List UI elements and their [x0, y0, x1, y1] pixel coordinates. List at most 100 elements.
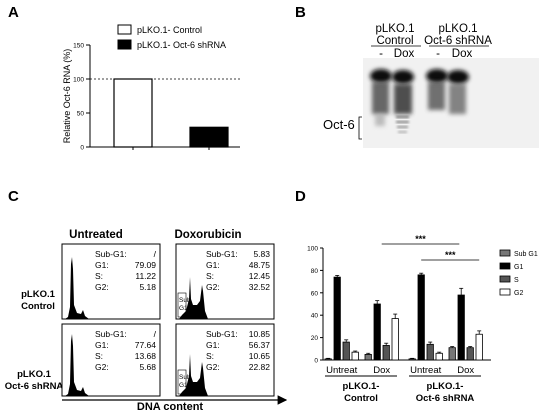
flow-row2-line2: Oct-6 shRNA — [5, 381, 64, 392]
panel-letter-c: C — [8, 188, 19, 205]
flow-cytometry: Untreated Doxorubicin pLKO.1 Control pLK… — [5, 229, 288, 405]
chart-d-legend-label-3: S — [514, 277, 519, 284]
flow-histogram-2 — [179, 277, 208, 319]
flow-stat-label: G1: — [95, 260, 109, 270]
blot-lane1-label: - — [379, 48, 383, 60]
flow-subg1-gate-label-4: G1 — [179, 382, 188, 389]
chart-d-legend-swatch-1 — [499, 249, 511, 257]
chart-d-category-label: Dox — [457, 365, 474, 376]
blot-lane4-label: Dox — [452, 48, 473, 60]
flow-stat-value: 10.85 — [249, 329, 271, 339]
chart-a-bar-2 — [189, 126, 229, 148]
blot-lane2-label: Dox — [394, 48, 415, 60]
flow-stat-label: S: — [95, 351, 103, 361]
chart-a-legend-label-1: pLKO.1- Control — [137, 25, 202, 35]
chart-d-legend-swatch-4 — [499, 288, 511, 296]
western-blot: pLKO.1 Control pLKO.1 Oct-6 shRNA - Dox … — [323, 23, 539, 148]
flow-stat-value: 48.75 — [249, 260, 271, 270]
flow-stat-value: / — [154, 249, 157, 259]
flow-stat-label: Sub-G1: — [95, 249, 127, 259]
blot-col2-line2: Oct-6 shRNA — [424, 35, 492, 47]
flow-row2-line1: pLKO.1 — [17, 369, 51, 380]
chart-d-bar — [417, 274, 425, 361]
chart-d-bar — [373, 303, 381, 361]
chart-d-bar — [435, 352, 443, 361]
flow-xaxis-label: DNA content — [136, 401, 204, 413]
chart-d-bar — [342, 341, 350, 361]
flow-stat-label: Sub-G1: — [206, 329, 238, 339]
flow-col-untreated: Untreated — [69, 229, 123, 241]
flow-stat-label: G1: — [206, 260, 220, 270]
blot-col2-line1: pLKO.1 — [439, 23, 478, 35]
flow-histogram-box-1 — [61, 243, 161, 320]
flow-histogram-box-3 — [61, 323, 161, 397]
flow-stat-value: 12.45 — [249, 271, 271, 281]
chart-d-bar — [466, 347, 474, 361]
chart-a: 0 50 100 150 pLKO.1- Control pLKO.1- Oct-6 sh… — [62, 24, 240, 152]
flow-histogram-4 — [179, 354, 208, 396]
chart-d-bar — [333, 276, 341, 361]
chart-d-ytick-label: 40 — [311, 313, 319, 320]
flow-stat-value: 77.64 — [135, 340, 157, 350]
chart-d-category-label: Untreat — [410, 365, 442, 376]
flow-row1-line2: Control — [21, 301, 55, 312]
chart-d-bar — [475, 333, 483, 361]
flow-stat-value: 13.68 — [135, 351, 157, 361]
chart-d-bar — [448, 347, 456, 361]
chart-d-ytick-label: 80 — [311, 268, 319, 275]
panel-letter-d: D — [295, 188, 306, 205]
panel-letter-a: A — [8, 4, 19, 21]
flow-stat-value: 5.83 — [253, 249, 270, 259]
chart-d-bar — [351, 351, 359, 361]
flow-stat-value: 5.18 — [139, 282, 156, 292]
chart-d-legend-label-4: G2 — [514, 290, 523, 297]
chart-d-legend-label-1: Sub G1 — [514, 251, 538, 258]
flow-subg1-gate-label-2: G1 — [179, 305, 188, 312]
chart-d-sig-label-2: *** — [445, 250, 456, 260]
chart-d-legend-label-2: G1 — [514, 264, 523, 271]
panel-letter-b: B — [295, 4, 306, 21]
chart-d-ytick-label: 20 — [311, 335, 319, 342]
flow-stat-value: 11.22 — [135, 271, 156, 281]
flow-stat-label: Sub-G1: — [95, 329, 127, 339]
chart-a-legend-label-2: pLKO.1- Oct-6 shRNA — [137, 40, 226, 50]
flow-stat-value: 5.68 — [139, 362, 156, 372]
flow-subg1-gate-label-2: Sub — [179, 297, 191, 304]
flow-stat-value: 10.65 — [249, 351, 271, 361]
chart-d-legend-swatch-3 — [499, 275, 511, 283]
flow-row1-line1: pLKO.1 — [21, 289, 55, 300]
chart-a-legend-swatch-2 — [117, 39, 132, 50]
chart-d-bar — [382, 345, 390, 361]
chart-d-category-label: Untreat — [326, 365, 358, 376]
chart-a-ytick-label: 50 — [77, 111, 85, 118]
chart-d-group-label-2-line2: Oct-6 shRNA — [416, 393, 475, 404]
flow-stat-label: S: — [206, 271, 214, 281]
chart-d-bar — [324, 358, 332, 361]
chart-d-ytick-label: 0 — [314, 358, 318, 365]
flow-stat-label: G2: — [206, 282, 220, 292]
flow-stat-label: S: — [206, 351, 214, 361]
flow-subg1-gate-label-4: Sub — [179, 374, 191, 381]
flow-histogram-3 — [65, 334, 89, 396]
flow-stat-label: G2: — [206, 362, 220, 372]
flow-stat-value: 32.52 — [249, 282, 271, 292]
flow-stat-label: G2: — [95, 362, 109, 372]
flow-stat-value: 79.09 — [135, 260, 157, 270]
chart-a-ytick-label: 0 — [80, 145, 84, 152]
flow-stat-label: Sub-G1: — [206, 249, 238, 259]
blot-band-bracket — [358, 116, 362, 140]
chart-d-bar — [364, 353, 372, 361]
chart-a-ylabel: Relative Oct-6 RNA (%) — [62, 49, 72, 144]
chart-d-group-label-1-line1: pLKO.1- — [343, 381, 380, 392]
blot-col1-line1: pLKO.1 — [376, 23, 415, 35]
flow-stat-label: G1: — [206, 340, 220, 350]
chart-a-legend-swatch-1 — [117, 24, 132, 35]
chart-d-category-label: Dox — [373, 365, 390, 376]
chart-d-ytick-label: 100 — [307, 246, 318, 253]
chart-a-ytick-label: 150 — [73, 43, 84, 50]
flow-stat-label: G1: — [95, 340, 109, 350]
flow-stat-label: S: — [95, 271, 103, 281]
chart-d-group-label-1-line2: Control — [344, 393, 378, 404]
blot-col1-line2: Control — [376, 35, 413, 47]
